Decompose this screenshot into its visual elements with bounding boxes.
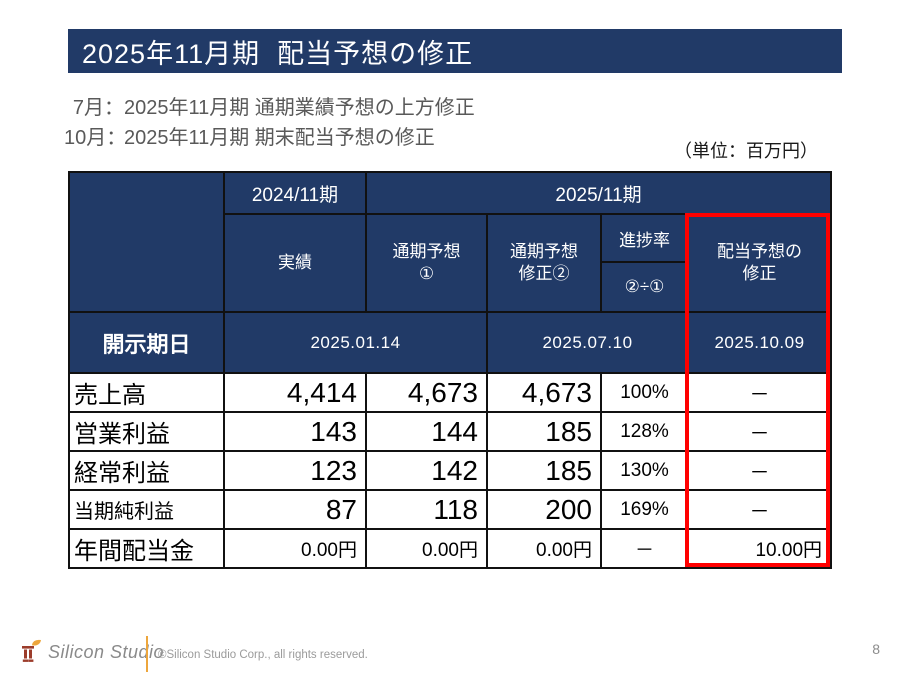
subtitle-month-label: 7月： bbox=[72, 97, 124, 119]
cell-forecast1: 118 bbox=[365, 489, 488, 530]
header-forecast1-line1: 通期予想 bbox=[392, 242, 461, 261]
cell-progress: 130% bbox=[600, 450, 689, 491]
header-forecast2-line2: 修正② bbox=[518, 264, 570, 283]
row-label: 売上高 bbox=[68, 372, 225, 413]
silicon-studio-column-icon bbox=[22, 639, 41, 662]
disclosure-label: 開示期日 bbox=[68, 311, 225, 374]
subtitle-line-july: 7月： 2025年11月期 通期業績予想の上方修正 bbox=[64, 93, 475, 123]
subtitle-block: 7月： 2025年11月期 通期業績予想の上方修正 10月： 2025年11月期… bbox=[64, 93, 475, 153]
table-row-sales: 売上高 4,414 4,673 4,673 100% － bbox=[68, 372, 833, 413]
cell-forecast2: 0.00円 bbox=[486, 528, 602, 569]
title-bar: 2025年11月期 配当予想の修正 bbox=[68, 29, 842, 73]
disclosure-date-row: 開示期日 2025.01.14 2025.07.10 2025.10.09 bbox=[68, 311, 833, 374]
cell-forecast2: 200 bbox=[486, 489, 602, 530]
progress-label-text: 進捗率 bbox=[619, 230, 670, 250]
cell-actual: 87 bbox=[223, 489, 367, 530]
subtitle-text: 2025年11月期 期末配当予想の修正 bbox=[124, 127, 435, 149]
header-row-fiscal-year: 2024/11期 2025/11期 bbox=[68, 171, 833, 313]
disclosure-date-3: 2025.10.09 bbox=[686, 311, 833, 374]
cell-forecast2: 4,673 bbox=[486, 372, 602, 413]
row-label: 経常利益 bbox=[68, 450, 225, 491]
cell-dividend: － bbox=[686, 450, 833, 491]
cell-dividend: 10.00円 bbox=[686, 528, 833, 569]
header-row-columns: 実績 通期予想 ① 通期予想 修正② 進捗率 ②÷① bbox=[69, 213, 833, 313]
cell-progress: 100% bbox=[600, 372, 689, 413]
disclosure-date-2: 2025.07.10 bbox=[486, 311, 689, 374]
progress-formula-text: ②÷① bbox=[624, 277, 665, 296]
unit-label: （単位：百万円） bbox=[674, 141, 818, 161]
header-dividend-revision: 配当予想の 修正 bbox=[686, 213, 833, 313]
footer-divider bbox=[146, 636, 148, 672]
header-dividend-line1: 配当予想の bbox=[717, 242, 803, 261]
cell-forecast2: 185 bbox=[486, 411, 602, 452]
header-empty-cell bbox=[68, 171, 225, 313]
header-forecast1: 通期予想 ① bbox=[365, 213, 488, 313]
row-label: 年間配当金 bbox=[68, 528, 225, 569]
company-logo: Silicon Studio bbox=[20, 638, 164, 666]
header-progress-label: 進捗率 bbox=[603, 216, 686, 263]
subtitle-text: 2025年11月期 通期業績予想の上方修正 bbox=[124, 97, 475, 119]
cell-progress: 169% bbox=[600, 489, 689, 530]
subtitle-month-label: 10月： bbox=[64, 127, 127, 149]
header-progress-formula: ②÷① bbox=[603, 263, 686, 310]
cell-forecast2: 185 bbox=[486, 450, 602, 491]
financial-table-container: 2024/11期 2025/11期 実績 通期予想 ① 通期予想 修正② 進捗率 bbox=[68, 171, 833, 569]
table-row-ordinary-profit: 経常利益 123 142 185 130% － bbox=[68, 450, 833, 491]
page-number: 8 bbox=[872, 641, 880, 657]
table-row-net-profit: 当期純利益 87 118 200 169% － bbox=[68, 489, 833, 530]
header-dividend-line2: 修正 bbox=[742, 264, 777, 283]
header-progress-cell: 進捗率 ②÷① bbox=[600, 213, 689, 313]
cell-progress: 128% bbox=[600, 411, 689, 452]
logo-wordmark: Silicon Studio bbox=[48, 641, 165, 662]
cell-dividend: － bbox=[686, 411, 833, 452]
cell-actual: 143 bbox=[223, 411, 367, 452]
cell-dividend: － bbox=[686, 372, 833, 413]
row-label: 当期純利益 bbox=[68, 489, 225, 530]
cell-forecast1: 144 bbox=[365, 411, 488, 452]
cell-forecast1: 0.00円 bbox=[365, 528, 488, 569]
cell-forecast1: 142 bbox=[365, 450, 488, 491]
subtitle-line-october: 10月： 2025年11月期 期末配当予想の修正 bbox=[64, 123, 475, 153]
cell-actual: 0.00円 bbox=[223, 528, 367, 569]
cell-actual: 123 bbox=[223, 450, 367, 491]
row-label: 営業利益 bbox=[68, 411, 225, 452]
financial-table: 2024/11期 2025/11期 実績 通期予想 ① 通期予想 修正② 進捗率 bbox=[68, 171, 833, 569]
page-title: 2025年11月期 配当予想の修正 bbox=[82, 38, 474, 69]
table-row-operating-profit: 営業利益 143 144 185 128% － bbox=[68, 411, 833, 452]
cell-actual: 4,414 bbox=[223, 372, 367, 413]
disclosure-date-1: 2025.01.14 bbox=[223, 311, 488, 374]
header-actual: 実績 bbox=[223, 213, 367, 313]
cell-progress: － bbox=[600, 528, 689, 569]
header-forecast2: 通期予想 修正② bbox=[486, 213, 602, 313]
header-forecast2-line1: 通期予想 bbox=[510, 242, 578, 261]
header-fy2024: 2024/11期 bbox=[223, 171, 367, 215]
copyright-text: ©Silicon Studio Corp., all rights reserv… bbox=[158, 649, 368, 661]
header-forecast1-line2: ① bbox=[418, 264, 435, 283]
cell-forecast1: 4,673 bbox=[365, 372, 488, 413]
cell-dividend: － bbox=[686, 489, 833, 530]
header-fy2025: 2025/11期 bbox=[364, 171, 833, 215]
table-row-annual-dividend: 年間配当金 0.00円 0.00円 0.00円 － 10.00円 bbox=[68, 528, 833, 569]
